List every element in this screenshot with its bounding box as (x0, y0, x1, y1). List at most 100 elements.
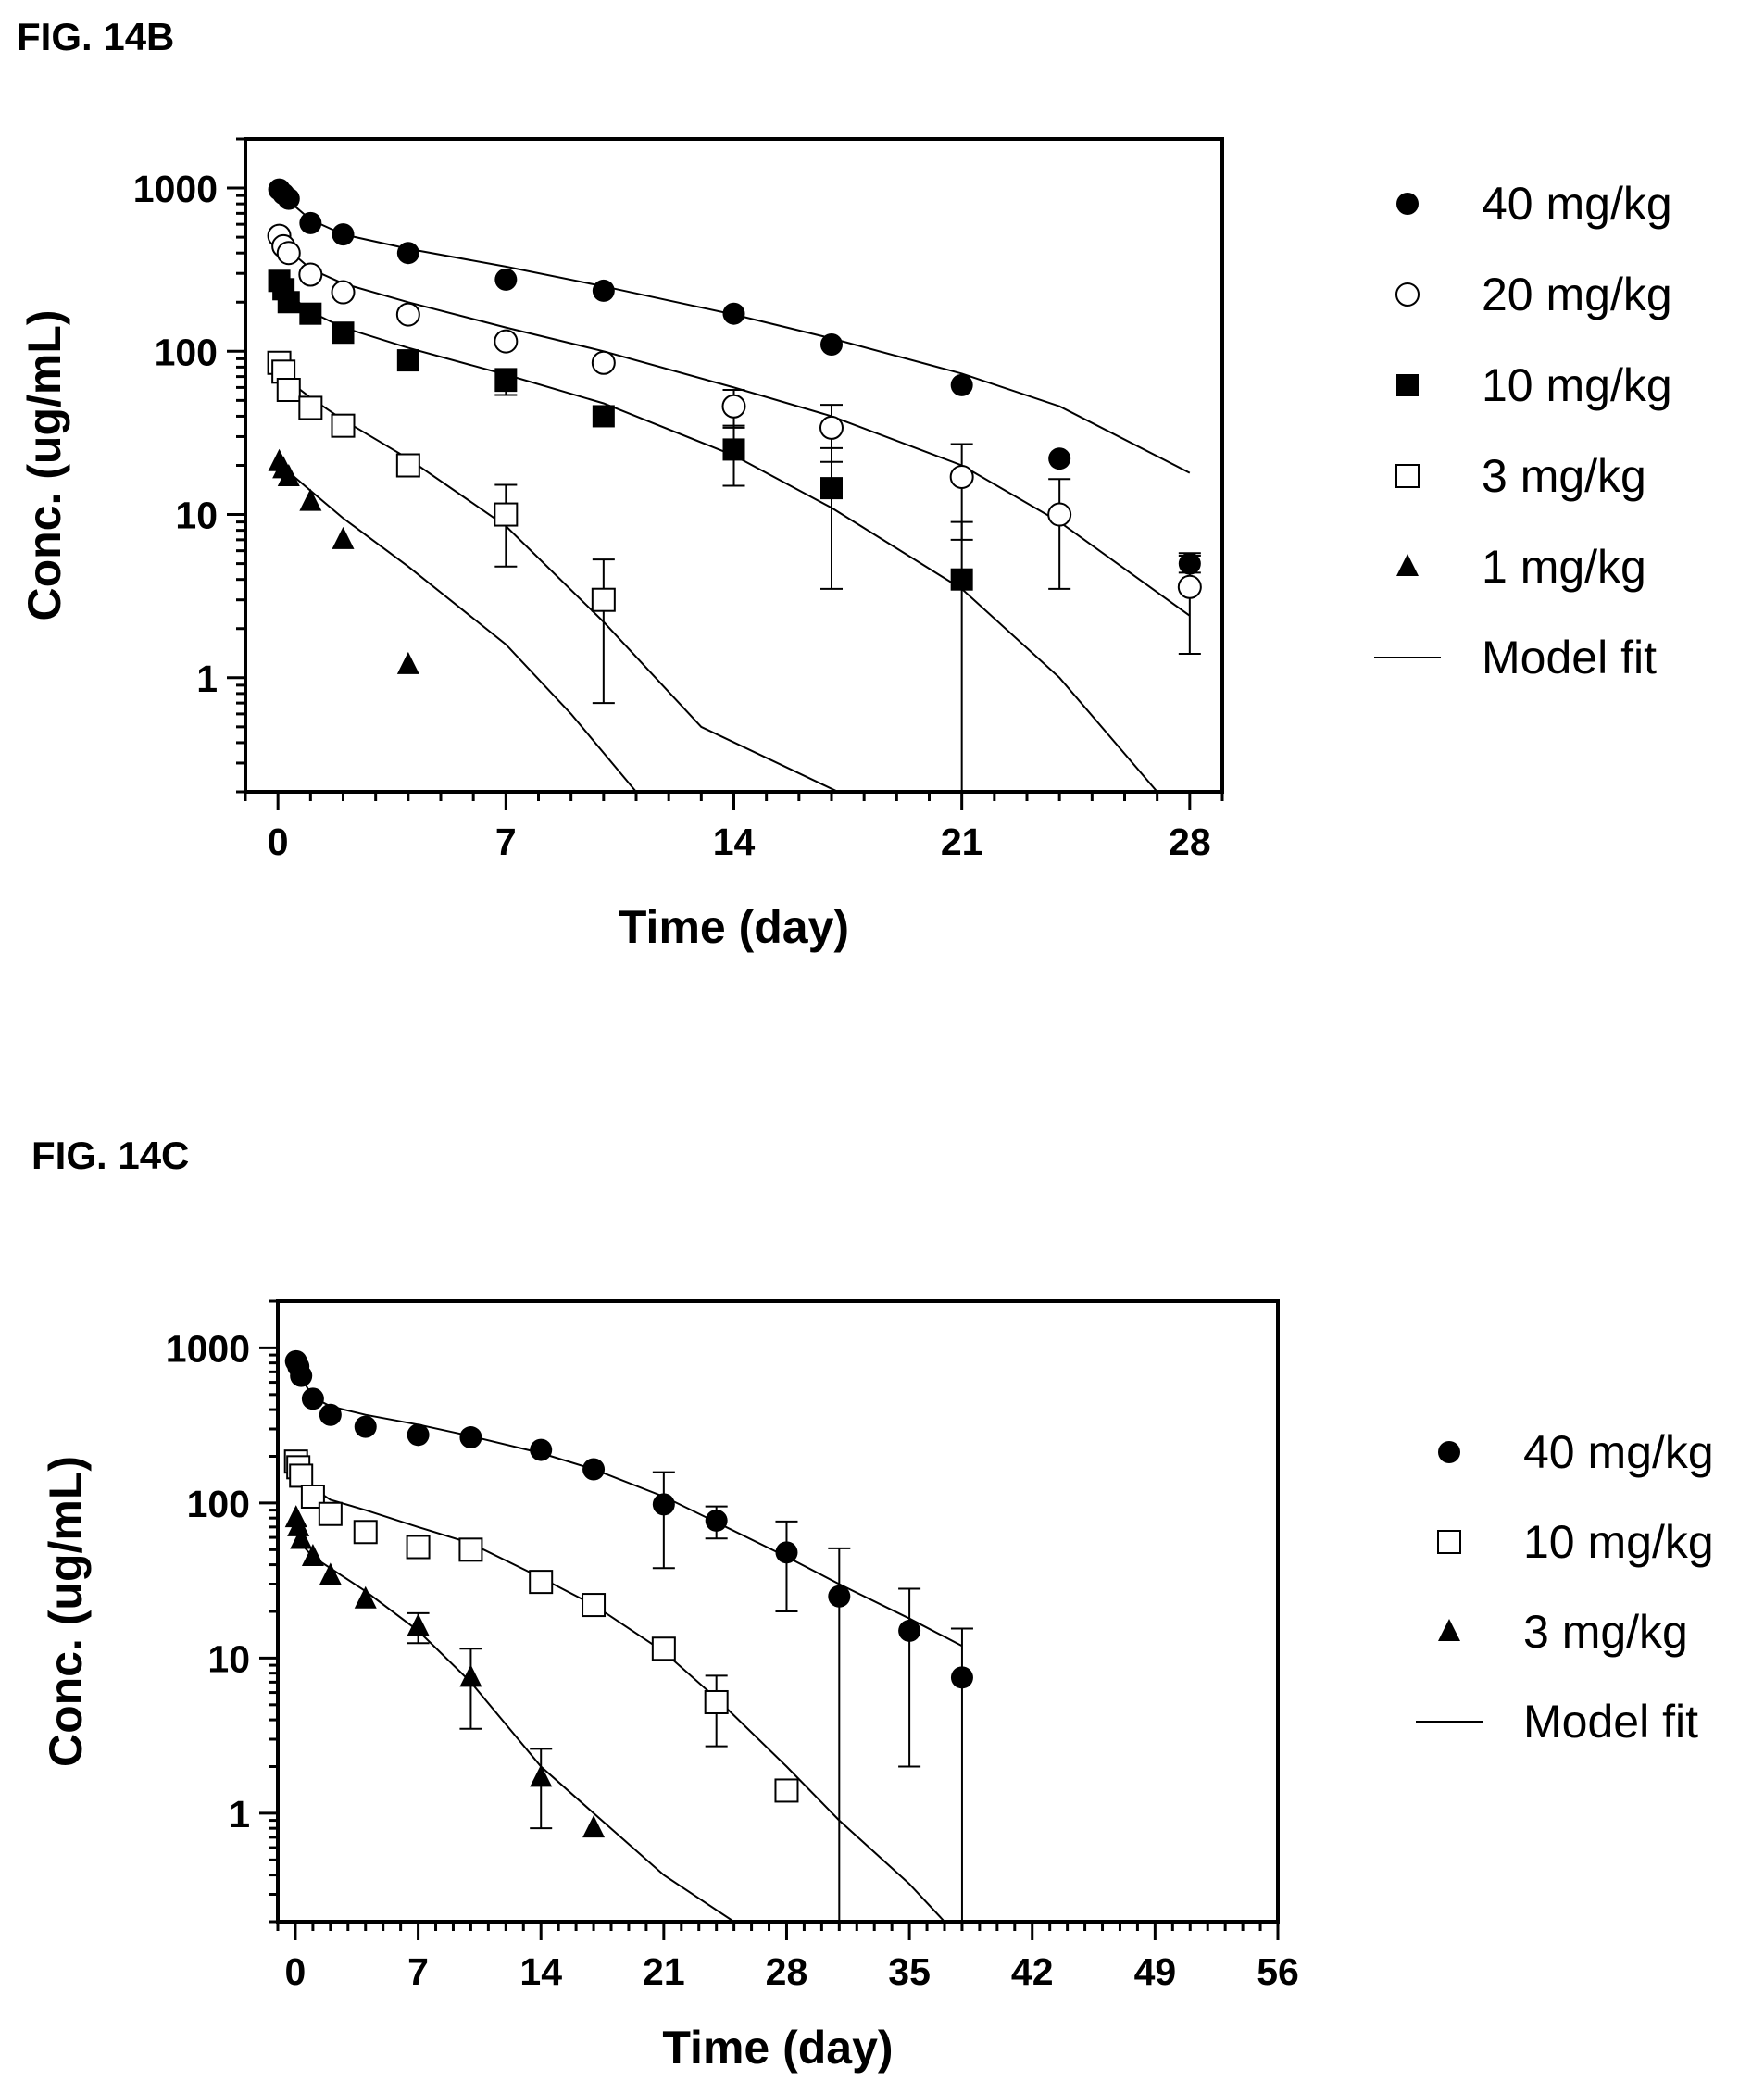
data-point (396, 349, 419, 372)
data-point (949, 464, 974, 489)
y-axis-label: Conc. (ug/mL) (19, 309, 70, 620)
data-point (819, 415, 844, 440)
chart-14c: 0 7 14 21 28 35 42 49 56 1 10 100 1000 Time (day) Conc… (40, 1299, 1714, 2074)
data-point (353, 1520, 378, 1545)
x-tick-label: 7 (407, 1950, 429, 1993)
data-point (290, 1526, 313, 1549)
legend-label: Model fit (1523, 1696, 1698, 1748)
data-point (277, 463, 300, 486)
data-point (277, 187, 300, 210)
x-tick-label: 42 (1011, 1950, 1054, 1993)
y-tick-label: 100 (187, 1483, 250, 1525)
x-tick-label: 21 (941, 821, 983, 863)
data-point (1047, 502, 1072, 527)
data-point (582, 1458, 606, 1481)
data-point (289, 1463, 314, 1488)
model-fit-line (294, 1517, 735, 1922)
data-point (494, 268, 518, 291)
data-point (1048, 447, 1071, 470)
y-tick-label: 1000 (166, 1327, 250, 1370)
data-point (301, 1387, 324, 1410)
legend-marker (1437, 1530, 1461, 1554)
data-point (591, 587, 616, 612)
series-3-mg-kg (267, 350, 839, 792)
x-tick-label: 56 (1257, 1950, 1299, 1993)
series-10-mg-kg (283, 1449, 945, 1922)
legend-label: 3 mg/kg (1523, 1606, 1688, 1658)
legend-label: Model fit (1482, 632, 1657, 683)
data-point (494, 370, 518, 393)
model-fit-line (294, 1358, 963, 1648)
series-1-mg-kg (268, 448, 637, 792)
data-point (277, 291, 300, 314)
x-tick-label: 0 (268, 821, 289, 863)
data-point (898, 1619, 921, 1642)
chart-14b: 0 7 14 21 28 1 10 100 1000 Time (day) Conc. (ug/mL… (19, 137, 1672, 953)
legend-label: 40 mg/kg (1482, 178, 1672, 230)
data-point (319, 1403, 342, 1426)
data-point (582, 1815, 606, 1838)
x-tick-label: 21 (643, 1950, 685, 1993)
legend: 40 mg/kg 20 mg/kg 10 mg/kg 3 mg/kg 1 mg/kg Mo… (1374, 178, 1672, 683)
legend-label: 10 mg/kg (1523, 1516, 1714, 1568)
y-tick-label: 10 (175, 495, 218, 537)
data-point (582, 1593, 607, 1618)
x-axis-label: Time (day) (619, 901, 849, 953)
y-axis-label: Conc. (ug/mL) (40, 1456, 92, 1767)
data-point (722, 438, 745, 461)
data-point (298, 395, 323, 420)
model-fit-line (277, 457, 637, 792)
data-point (530, 1764, 553, 1787)
data-point (530, 1438, 553, 1461)
data-point (652, 1493, 675, 1516)
data-point (950, 568, 973, 591)
series-10-mg-kg (268, 269, 1158, 793)
data-point (459, 1426, 482, 1449)
data-point (354, 1585, 377, 1609)
data-point (332, 526, 355, 549)
data-point (318, 1501, 343, 1526)
y-tick-label: 10 (207, 1637, 250, 1680)
figure-label-14c: FIG. 14C (31, 1134, 190, 1177)
legend: 40 mg/kg 10 mg/kg 3 mg/kg Model fit (1416, 1426, 1714, 1748)
series-40-mg-kg (284, 1349, 973, 1923)
series-3-mg-kg (284, 1505, 735, 1922)
y-tick-label: 1000 (133, 168, 218, 210)
data-point (354, 1415, 377, 1438)
data-point (529, 1570, 554, 1595)
model-fit-line (277, 366, 839, 792)
data-point (299, 211, 322, 234)
data-point (331, 280, 356, 305)
legend-label: 40 mg/kg (1523, 1426, 1714, 1478)
data-point (332, 223, 355, 246)
data-point (494, 502, 519, 527)
x-tick-label: 7 (495, 821, 517, 863)
data-point (290, 1364, 313, 1387)
x-tick-label: 28 (766, 1950, 808, 1993)
model-fit-line (294, 1459, 945, 1922)
data-point (396, 242, 419, 265)
data-point (774, 1778, 799, 1803)
legend-label: 1 mg/kg (1482, 541, 1646, 593)
legend-label: 3 mg/kg (1482, 450, 1646, 502)
figure-label-14b: FIG. 14B (17, 15, 175, 58)
x-tick-label: 49 (1134, 1950, 1177, 1993)
legend-marker (1395, 282, 1420, 307)
data-point (950, 1666, 973, 1689)
data-point (331, 413, 356, 438)
legend-marker (1438, 1441, 1460, 1463)
legend-label: 10 mg/kg (1482, 359, 1672, 411)
data-point (407, 1613, 430, 1636)
legend-marker (1396, 193, 1419, 215)
y-tick-label: 1 (229, 1793, 250, 1836)
series-20-mg-kg (267, 223, 1202, 656)
data-point (721, 394, 746, 419)
series-40-mg-kg (268, 178, 1201, 575)
data-point (592, 279, 615, 302)
legend-marker (1438, 1619, 1460, 1641)
data-point (651, 1636, 676, 1661)
data-point (396, 651, 419, 674)
y-tick-label: 1 (196, 658, 218, 700)
x-tick-label: 14 (713, 821, 756, 863)
